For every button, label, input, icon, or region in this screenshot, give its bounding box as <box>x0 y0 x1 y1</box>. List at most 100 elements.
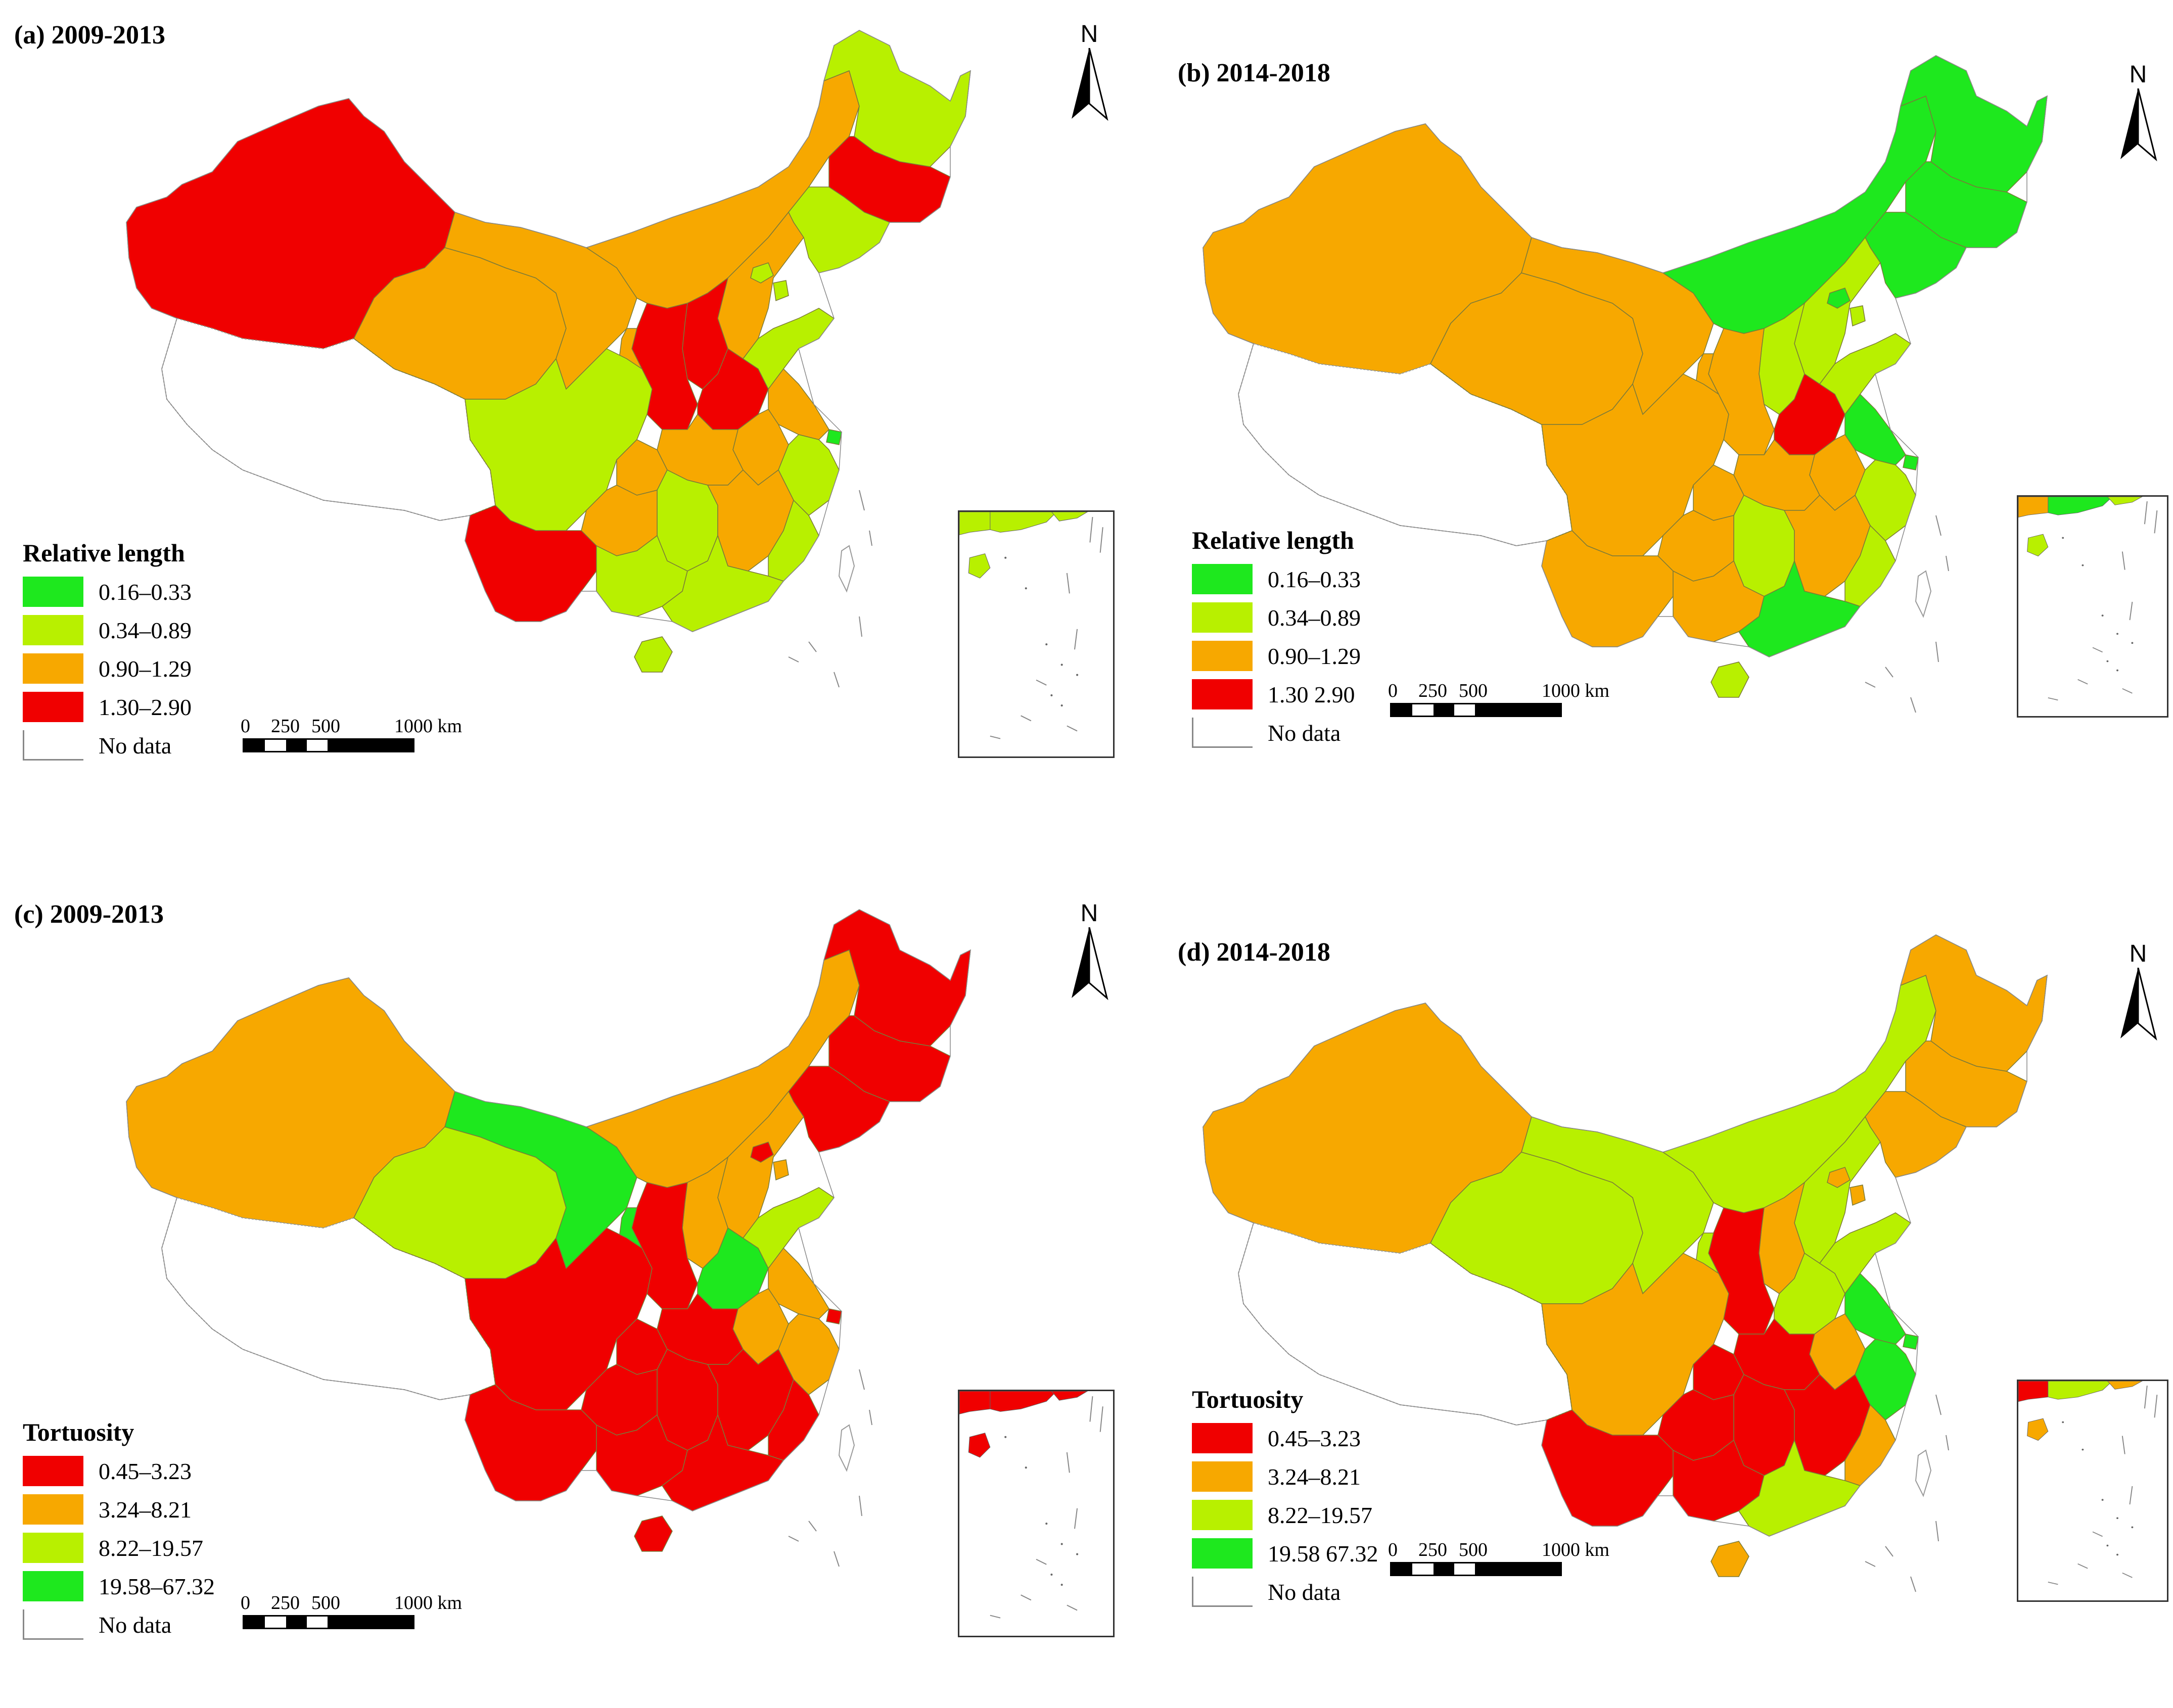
country-border <box>1203 55 2048 657</box>
legend-item: 3.24–8.21 <box>1192 1457 1378 1496</box>
legend-item: 0.34–0.89 <box>23 611 192 649</box>
island-mark <box>788 1536 799 1542</box>
legend-swatch <box>1192 1461 1253 1492</box>
legend-label: 0.45–3.23 <box>1268 1425 1361 1451</box>
country-border <box>126 30 971 632</box>
region-shanghai <box>826 1308 842 1324</box>
scale-segment <box>1454 1563 1475 1575</box>
region-beijing <box>750 1142 774 1163</box>
region-beijing <box>750 262 774 283</box>
island-mark <box>1946 1435 1949 1451</box>
north-arrow: N <box>2115 61 2161 162</box>
legend-swatch <box>1192 564 1253 594</box>
legend-swatch <box>23 692 83 722</box>
north-arrow-icon <box>1072 48 1108 121</box>
legend-item: 8.22–19.57 <box>1192 1496 1378 1534</box>
scale-tick-label: 0 <box>241 716 250 737</box>
panel-b: (b) 2014-2018 N Relative length 0.16–0.33… <box>1112 20 2173 829</box>
region-tianjin <box>773 1159 789 1181</box>
legend-swatch <box>1192 641 1253 671</box>
legend-label: 19.58 67.32 <box>1268 1540 1378 1567</box>
country-border <box>126 909 971 1511</box>
legend-swatch <box>1192 679 1253 709</box>
scale-tick-label: 0 <box>1388 680 1398 701</box>
scale-tick-label: 250 <box>1418 680 1447 701</box>
legend-label: No data <box>1268 720 1341 746</box>
legend-item: 0.90–1.29 <box>23 649 192 688</box>
legend: Relative length 0.16–0.33 0.34–0.89 0.90–1.… <box>23 538 192 765</box>
legend-item-no-data: No data <box>23 1605 215 1644</box>
scale-segment <box>1433 1563 1454 1575</box>
island-mark <box>1910 1576 1916 1592</box>
legend-item: 0.90–1.29 <box>1192 637 1361 675</box>
legend-label: 0.34–0.89 <box>99 617 192 643</box>
island-mark <box>859 1495 862 1516</box>
region-beijing <box>1827 288 1851 309</box>
legend-label: No data <box>1268 1579 1341 1605</box>
island-mark <box>834 1551 840 1567</box>
legend-swatch <box>23 1571 83 1601</box>
scale-segment <box>328 740 413 751</box>
south-china-sea-inset <box>2017 1380 2168 1602</box>
legend-label: 1.30–2.90 <box>99 694 192 720</box>
region-shanghai <box>1903 1334 1919 1350</box>
panel-title: (b) 2014-2018 <box>1178 59 1330 87</box>
scale-tick-label: 1000 km <box>1542 1539 1610 1560</box>
north-label: N <box>1080 900 1098 927</box>
scale-segment <box>1412 1563 1434 1575</box>
legend-swatch <box>1192 1423 1253 1453</box>
scale-bar: 0 250 500 1000 km <box>1388 680 1609 720</box>
panel-a: (a) 2009-2013 N Relative length 0.16–0.33… <box>0 0 1115 809</box>
legend-item: 1.30 2.90 <box>1192 675 1361 714</box>
scale-segment <box>1433 704 1454 716</box>
legend: Relative length 0.16–0.33 0.34–0.89 0.90–1.… <box>1192 526 1361 752</box>
legend-label: 1.30 2.90 <box>1268 681 1355 707</box>
scale-segment <box>1392 1563 1413 1575</box>
north-arrow: N <box>1067 20 1112 121</box>
legend-swatch <box>1192 718 1253 748</box>
panel-c: (c) 2009-2013 N Tortuosity 0.45–3.23 3.24–… <box>0 879 1115 1688</box>
legend-swatch <box>23 730 83 761</box>
legend-item: 19.58–67.32 <box>23 1567 215 1605</box>
legend-item: 1.30–2.90 <box>23 688 192 726</box>
scale-segment <box>328 1617 413 1628</box>
island-mark <box>1865 682 1876 688</box>
region-taiwan <box>1915 570 1932 618</box>
region-henan <box>1774 373 1845 455</box>
north-arrow: N <box>2115 940 2161 1041</box>
inset-map <box>2018 497 2158 701</box>
region-tianjin <box>1850 1184 1866 1206</box>
legend-item: 0.34–0.89 <box>1192 598 1361 637</box>
inset-map <box>959 1391 1103 1619</box>
scale-bar: 0 250 500 1000 km <box>241 1592 462 1632</box>
island-mark <box>1946 555 1949 572</box>
scale-tick-label: 1000 km <box>1542 680 1610 701</box>
legend-swatch <box>1192 1500 1253 1530</box>
region-tianjin <box>1850 305 1866 327</box>
north-label: N <box>2129 61 2147 88</box>
legend: Tortuosity 0.45–3.23 3.24–8.21 8.22–19.57 19… <box>23 1417 215 1644</box>
island-mark <box>808 1521 817 1532</box>
panel-title: (d) 2014-2018 <box>1178 938 1330 967</box>
region-henan <box>1774 1252 1845 1335</box>
legend-item: 0.16–0.33 <box>1192 560 1361 598</box>
scale-segment <box>1454 704 1475 716</box>
region-henan <box>697 348 769 430</box>
legend-label: 0.90–1.29 <box>99 655 192 682</box>
china-map <box>1203 934 2048 1592</box>
scale-segment <box>306 740 328 751</box>
legend-label: 0.16–0.33 <box>1268 566 1361 592</box>
legend-label: 19.58–67.32 <box>99 1573 215 1599</box>
legend-item-no-data: No data <box>1192 714 1361 752</box>
scale-tick-label: 0 <box>241 1592 250 1614</box>
legend-swatch <box>23 1456 83 1486</box>
north-arrow-icon <box>2120 88 2157 162</box>
south-china-sea-inset <box>958 1390 1115 1637</box>
legend-swatch <box>23 577 83 607</box>
island-mark <box>834 672 840 688</box>
north-label: N <box>2129 940 2147 967</box>
legend-swatch <box>23 653 83 684</box>
scale-tick-label: 500 <box>1459 1539 1488 1560</box>
scale-tick-label: 250 <box>271 1592 300 1614</box>
scale-bar-graphic <box>1390 703 1562 717</box>
